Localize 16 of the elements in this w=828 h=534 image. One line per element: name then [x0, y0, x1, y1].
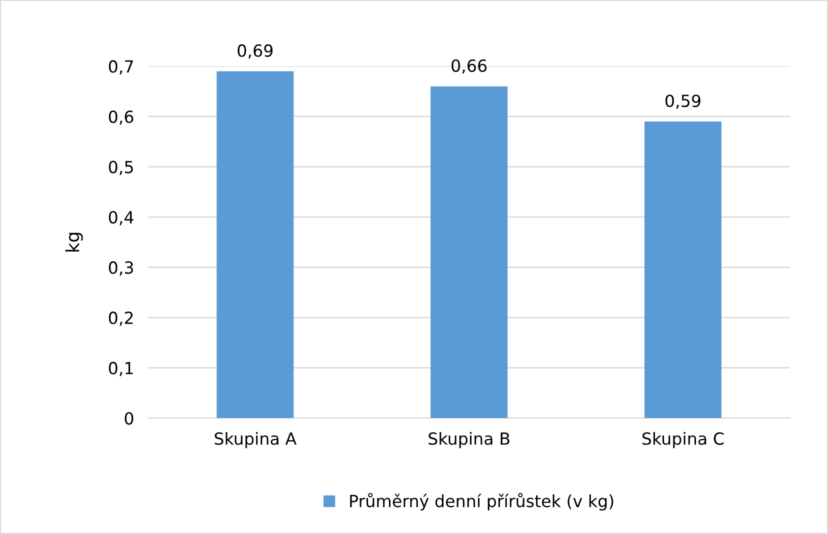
y-tick-label: 0,3	[108, 261, 133, 276]
y-tick-label: 0,1	[108, 362, 133, 376]
y-tick-label: 0,4	[108, 210, 134, 226]
x-tick-label: Skupina C	[642, 432, 724, 448]
x-tick-label: Skupina B	[428, 432, 510, 448]
data-label: 0,59	[666, 94, 700, 109]
data-label: 0,66	[452, 59, 487, 74]
y-tick-label: 0,5	[108, 160, 133, 176]
y-tick-label: 0,6	[108, 110, 134, 125]
y-axis-title: kg	[65, 232, 83, 252]
x-tick-label: Skupina A	[214, 432, 297, 448]
y-tick-label: 0,2	[108, 312, 133, 326]
y-tick-label: 0,7	[108, 60, 133, 74]
y-tick-label: 0	[124, 412, 134, 425]
legend-label: Průměrný denní přírůstek (v kg)	[350, 492, 614, 511]
data-label: 0,69	[238, 44, 273, 59]
